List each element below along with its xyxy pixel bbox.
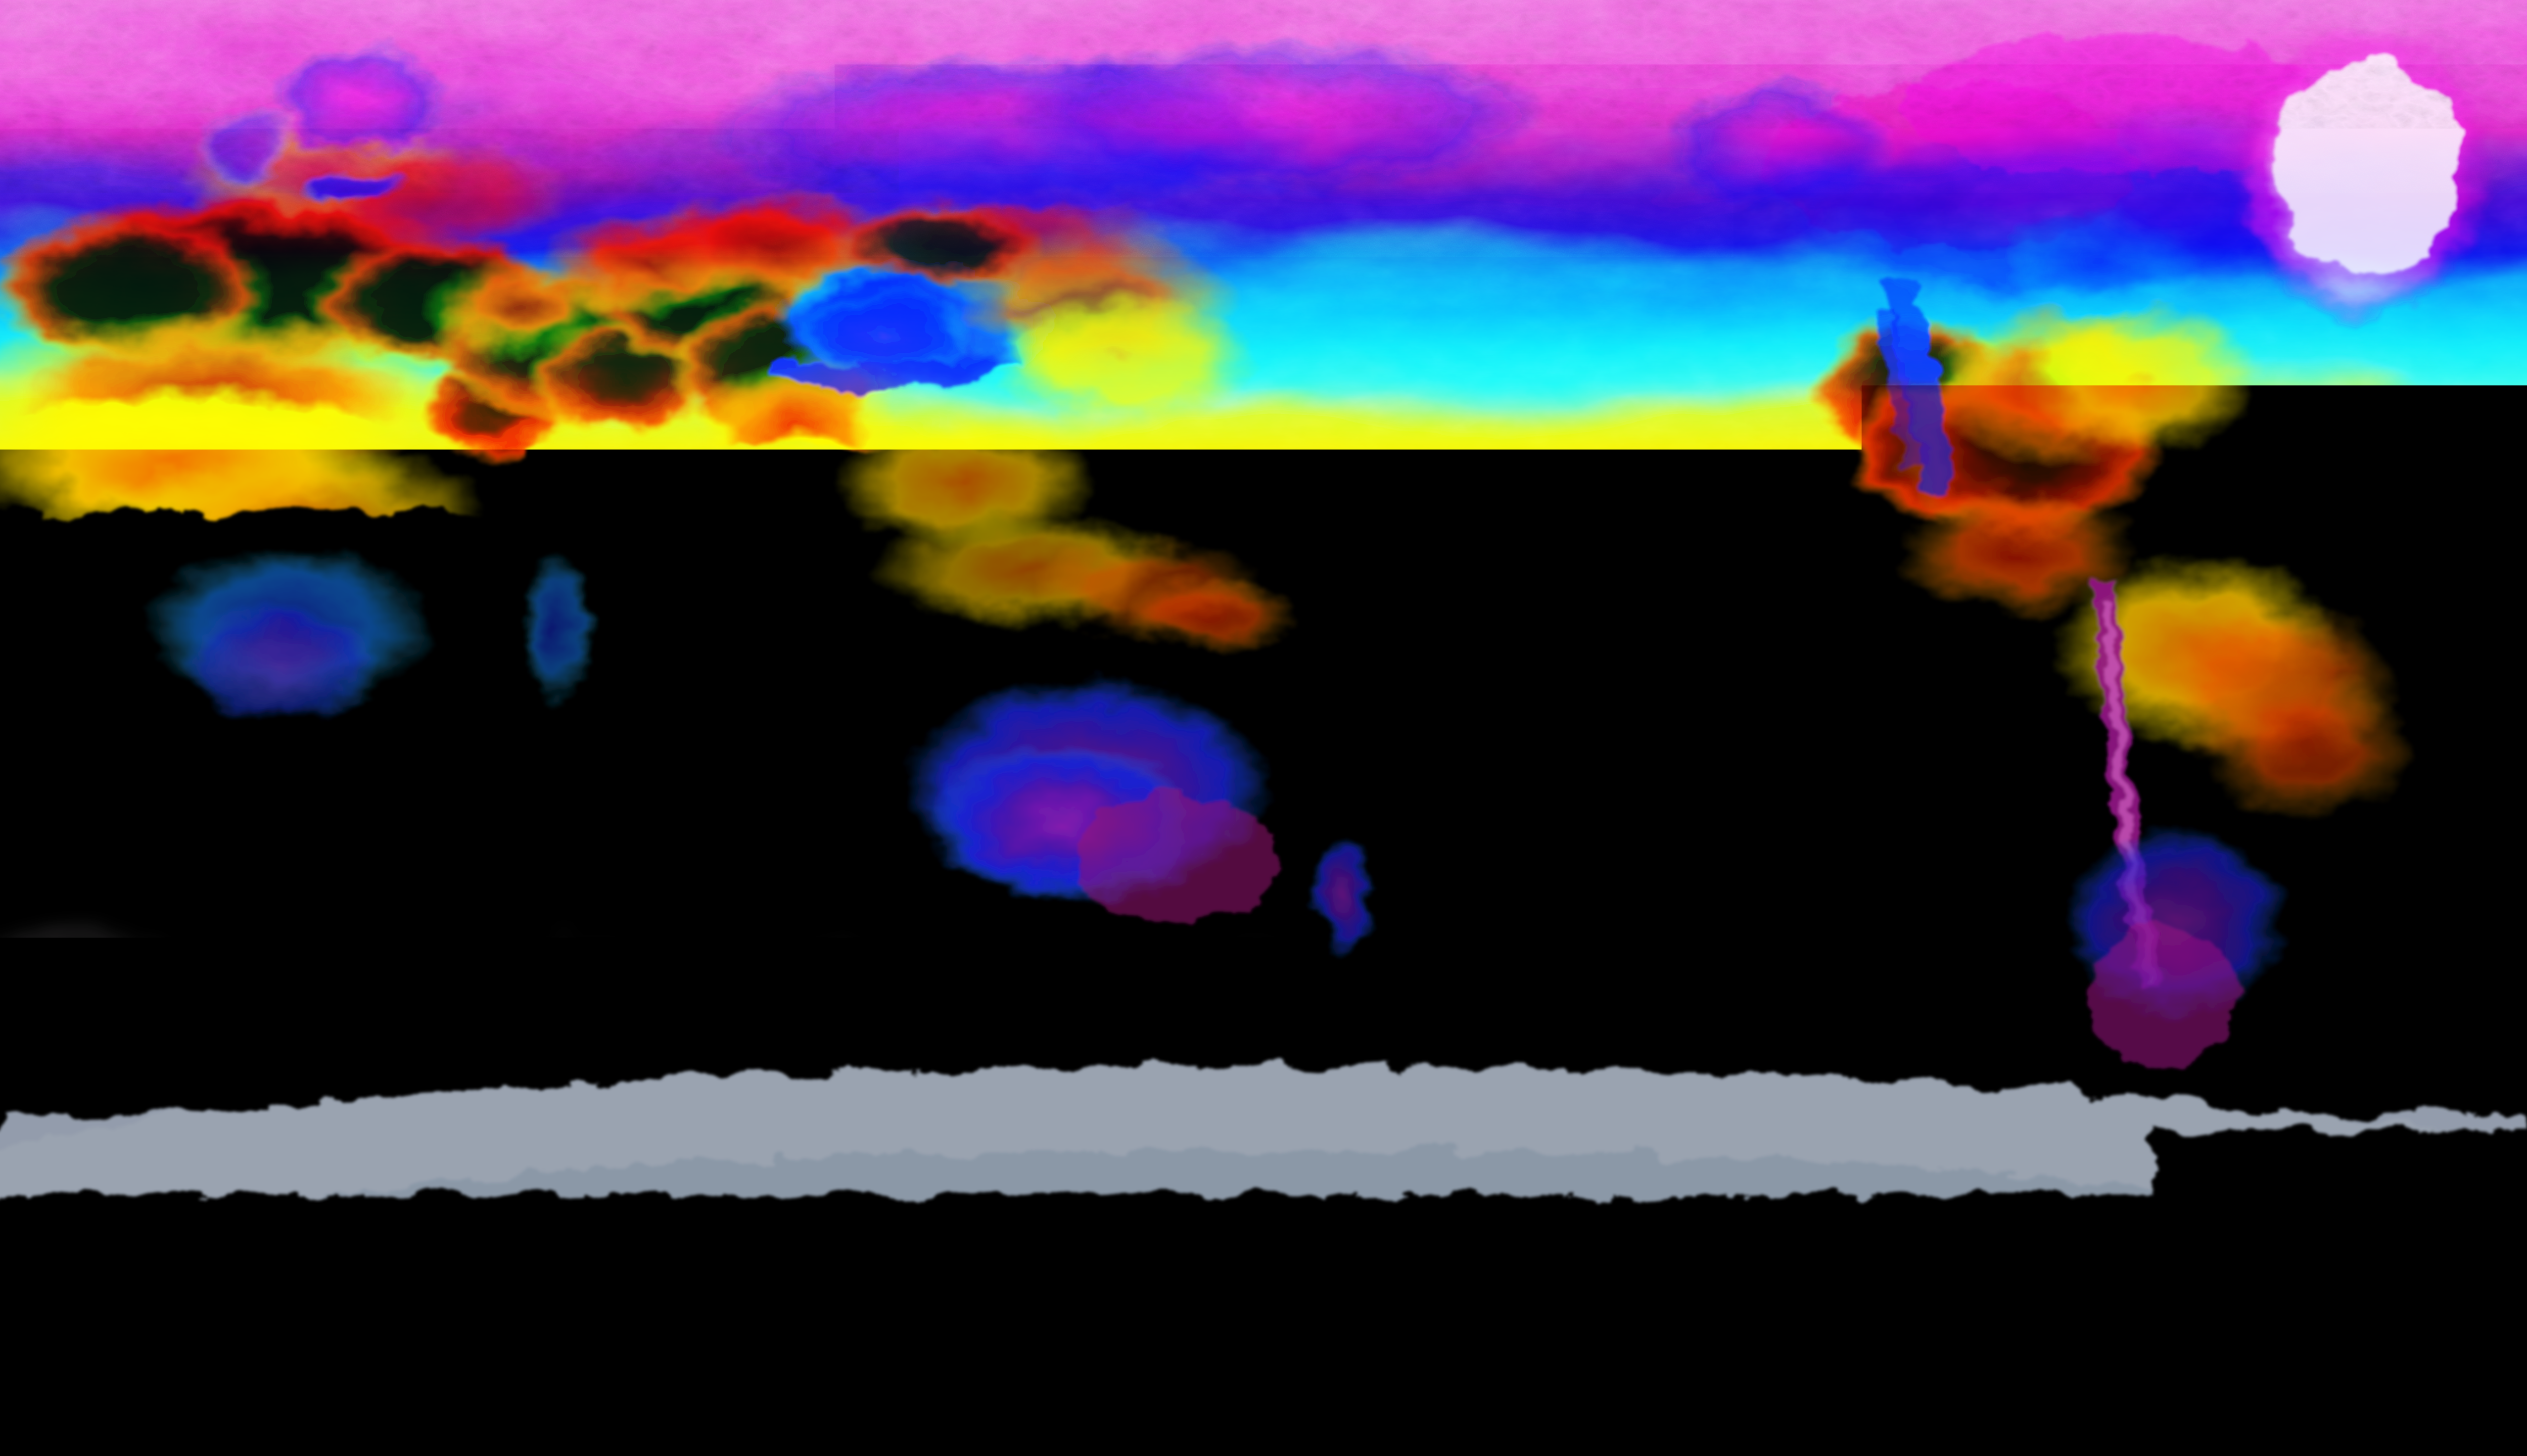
- global-temperature-map: [0, 0, 2527, 1264]
- global-grain: [0, 0, 2527, 1264]
